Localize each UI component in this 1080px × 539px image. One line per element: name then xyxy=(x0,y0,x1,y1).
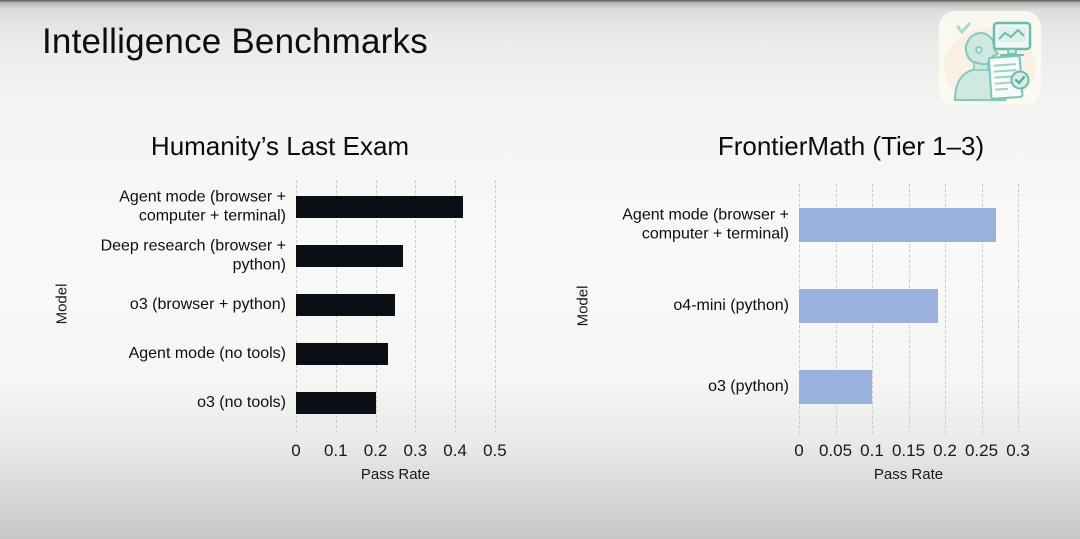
category-label: Agent mode (browser + computer + termina… xyxy=(119,188,286,225)
category-label: Agent mode (browser + computer + termina… xyxy=(622,206,789,243)
category-label: Deep research (browser + python) xyxy=(100,237,286,274)
gridline xyxy=(981,184,983,434)
category-label: o3 (python) xyxy=(708,378,789,396)
bar xyxy=(296,294,396,316)
y-axis-label: Model xyxy=(574,285,592,327)
x-tick-label: 0.1 xyxy=(323,441,348,460)
gridline xyxy=(455,180,457,433)
x-tick-label: 0.1 xyxy=(860,441,884,460)
x-tick-label: 0.4 xyxy=(443,441,467,460)
bar xyxy=(799,207,997,242)
x-tick-label: 0.15 xyxy=(891,441,926,460)
category-label: o3 (browser + python) xyxy=(129,296,286,314)
chart-title: FrontierMath (Tier 1–3) xyxy=(717,131,985,161)
gridline xyxy=(945,184,946,434)
category-label: o3 (no tools) xyxy=(197,394,286,412)
monitor-icon xyxy=(992,21,1032,56)
x-tick-label: 0.3 xyxy=(1006,441,1030,460)
x-tick-label: 0.2 xyxy=(363,441,388,460)
bar xyxy=(296,195,464,218)
x-tick-label: 0.25 xyxy=(964,441,999,460)
sparkle-check-icon xyxy=(956,22,971,35)
bar xyxy=(799,370,872,405)
gridline xyxy=(494,180,496,433)
x-tick-label: 0 xyxy=(794,441,804,460)
x-tick-label: 0.3 xyxy=(403,441,428,460)
bar xyxy=(296,392,376,415)
x-tick-label: 0.05 xyxy=(818,441,853,460)
x-axis-label: Pass Rate xyxy=(873,466,944,483)
gridline xyxy=(1018,184,1020,434)
gridline xyxy=(415,180,417,433)
chart-title: Humanity’s Last Exam xyxy=(150,131,410,161)
bar xyxy=(296,343,388,366)
bar xyxy=(296,244,404,267)
x-tick-label: 0 xyxy=(291,441,301,460)
page-title: Intelligence Benchmarks xyxy=(42,22,428,61)
check-badge-icon xyxy=(1010,70,1030,90)
benchmark-illustration-icon xyxy=(938,10,1042,108)
bar xyxy=(799,289,938,323)
category-label: o4-mini (python) xyxy=(673,297,789,315)
x-tick-label: 0.2 xyxy=(933,441,957,460)
x-tick-label: 0.5 xyxy=(483,441,507,460)
document-icon xyxy=(987,54,1024,100)
category-label: Agent mode (no tools) xyxy=(128,345,286,363)
x-axis-label: Pass Rate xyxy=(360,466,431,483)
